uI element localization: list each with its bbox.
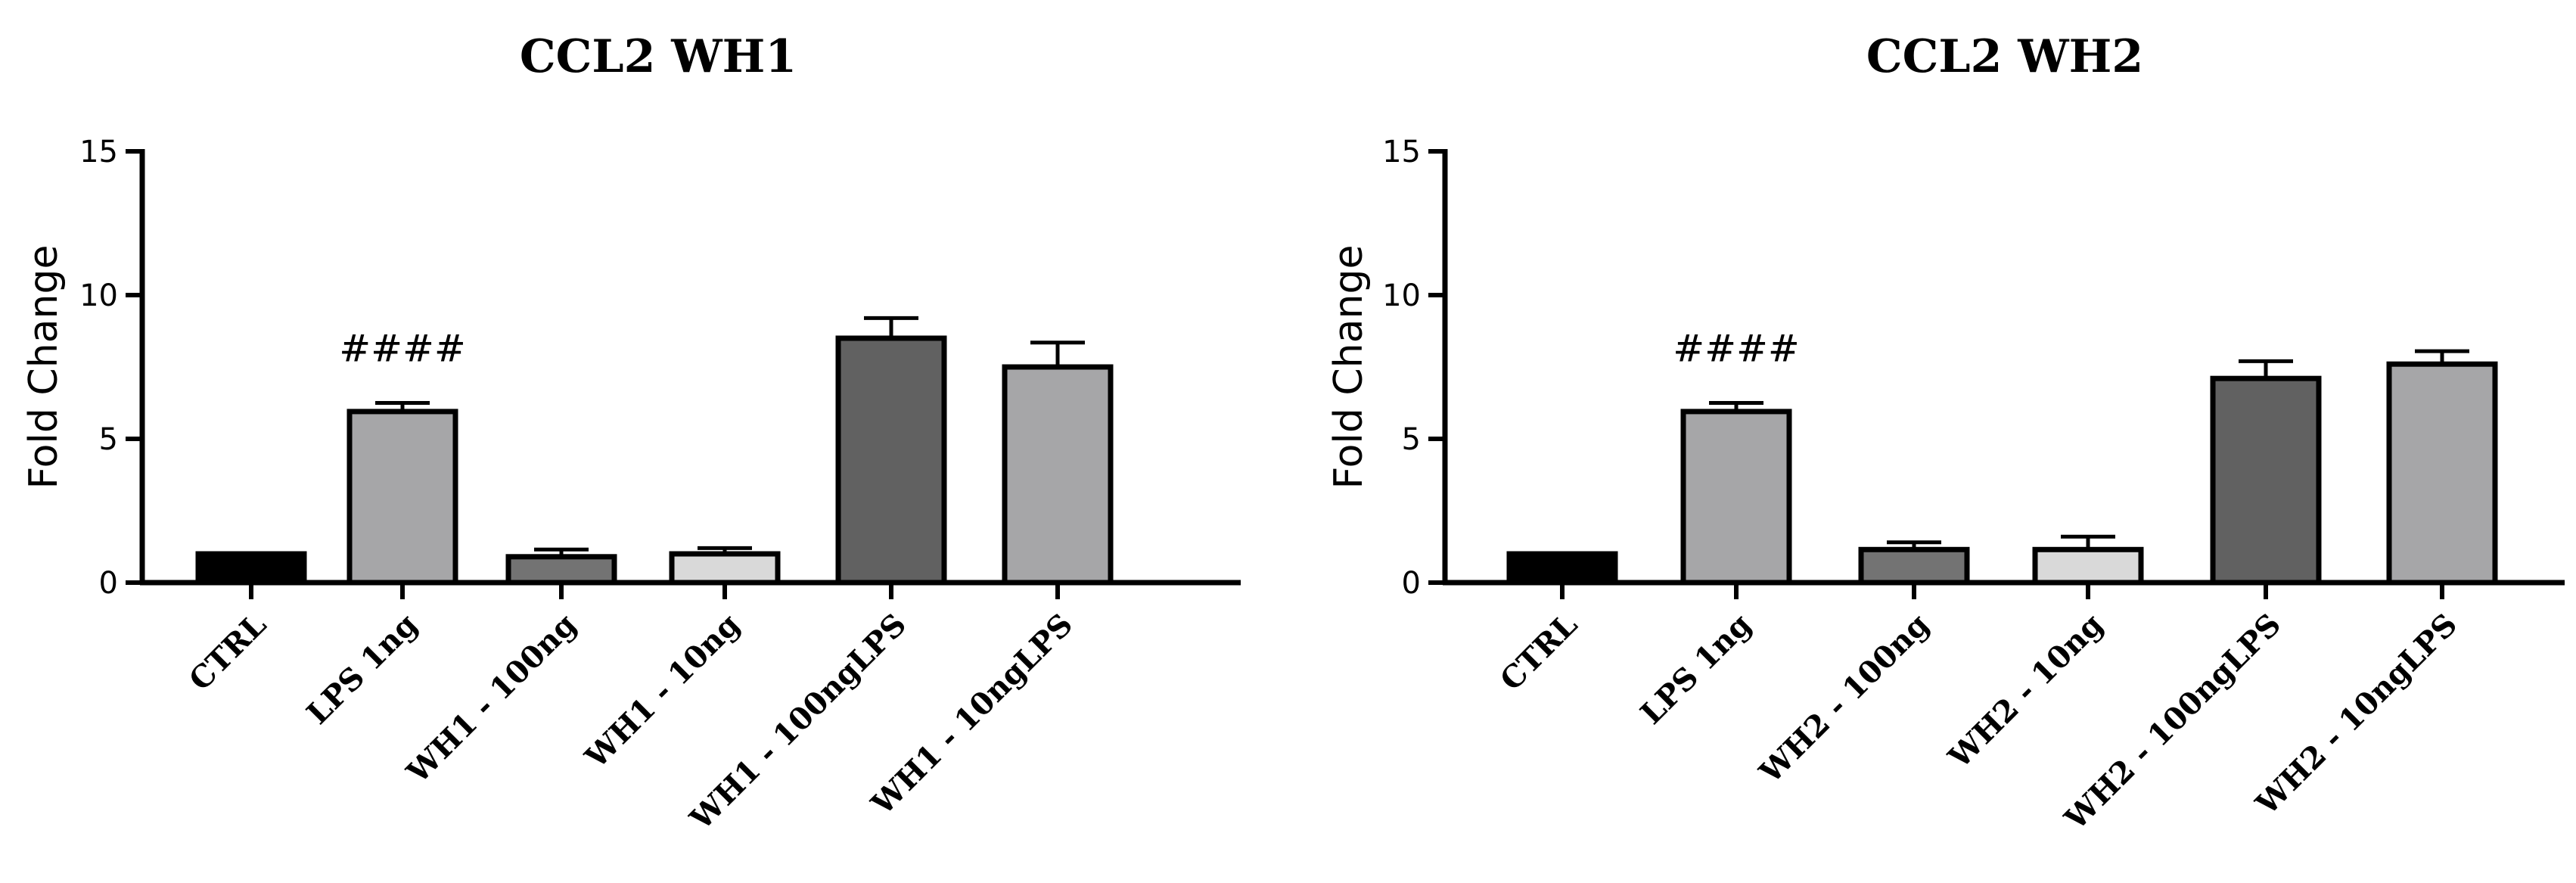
bar (2032, 546, 2144, 586)
bar (1506, 551, 1618, 586)
bar (835, 335, 947, 586)
x-tick-label: WH2 - 100ng (1752, 607, 1936, 791)
chart-title: CCL2 WH2 (1866, 30, 2143, 83)
y-tick-label: 5 (1402, 422, 1421, 457)
x-tick-label: WH1 - 10ng (578, 607, 747, 776)
bar (1858, 546, 1970, 586)
chart-title: CCL2 WH1 (520, 30, 797, 83)
bar (1680, 409, 1792, 586)
bar (195, 551, 307, 586)
x-tick-label: LPS 1ng (300, 607, 424, 732)
y-tick-label: 10 (1382, 278, 1421, 313)
significance-annotation: #### (1673, 327, 1800, 371)
y-tick-label: 15 (79, 135, 118, 169)
y-tick-label: 15 (1382, 135, 1421, 169)
x-tick-label: WH2 - 10ngLPS (2248, 607, 2464, 822)
bar (2210, 375, 2322, 586)
significance-annotation: #### (339, 327, 466, 371)
bar (505, 554, 617, 586)
y-tick-label: 10 (79, 278, 118, 313)
x-tick-label: LPS 1ng (1633, 607, 1758, 732)
y-tick-label: 5 (99, 422, 118, 457)
y-axis-label: Fold Change (21, 245, 67, 490)
bar (669, 551, 781, 586)
x-tick-label: WH2 - 10ng (1941, 607, 2110, 776)
bar (346, 409, 458, 586)
bar (1002, 364, 1114, 586)
y-axis-label: Fold Change (1326, 245, 1372, 490)
y-tick-label: 0 (99, 566, 118, 601)
x-tick-label: WH1 - 100ng (399, 607, 583, 791)
bar (2386, 361, 2498, 586)
y-tick-label: 0 (1402, 566, 1421, 601)
x-tick-label: CTRL (1493, 607, 1584, 698)
x-tick-label: CTRL (182, 607, 273, 698)
